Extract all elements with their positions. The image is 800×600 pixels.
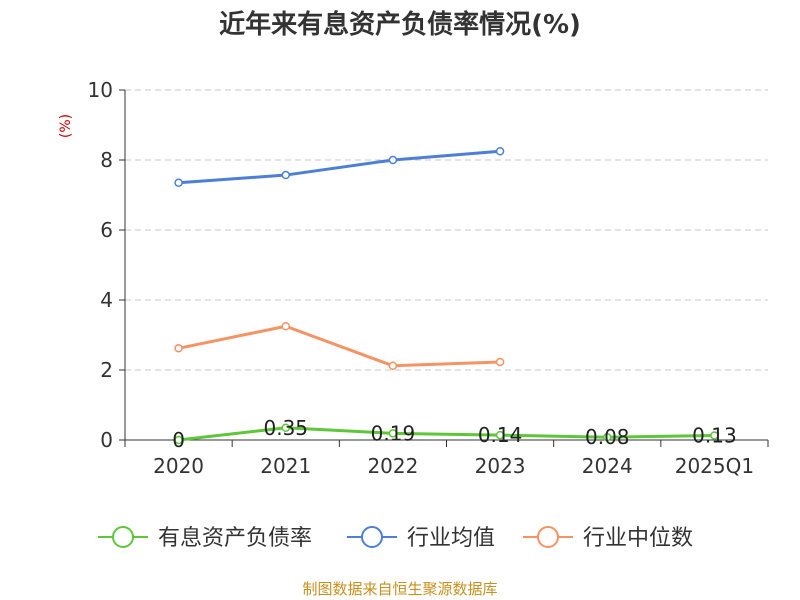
y-axis-unit: (%): [58, 114, 74, 138]
legend-label: 行业中位数: [583, 526, 693, 551]
legend-item: 行业中位数: [523, 526, 693, 551]
data-label: 0.13: [692, 423, 737, 447]
data-point: [174, 178, 183, 187]
legend-label: 有息资产负债率: [158, 526, 312, 551]
data-label: 0.35: [263, 416, 308, 440]
x-tick-label: 2024: [582, 454, 633, 478]
x-tick-label: 2022: [367, 454, 418, 478]
data-point: [281, 170, 290, 180]
legend-item: 有息资产负债率: [98, 526, 312, 551]
series-line: [178, 426, 715, 442]
series-layer: 0 0.35 0.19 0.14 0.08 0.13: [172, 147, 737, 452]
data-point: [281, 322, 290, 331]
data-point: [603, 432, 612, 442]
x-tick-label: 2021: [260, 454, 311, 478]
series-2: [174, 322, 505, 371]
x-tick-label: 2025Q1: [675, 454, 754, 478]
data-point: [495, 147, 505, 156]
data-point: [388, 429, 398, 438]
data-label: 0.19: [371, 421, 416, 445]
data-label: 0.08: [585, 425, 630, 449]
legend-marker: [537, 526, 559, 548]
x-tick-label: 2020: [153, 454, 204, 478]
data-point: [710, 431, 719, 440]
data-point: [281, 423, 290, 432]
data-label: 0: [172, 428, 185, 452]
series-0: 0 0.35 0.19 0.14 0.08 0.13: [172, 416, 736, 452]
data-point: [495, 430, 505, 440]
legend-marker: [112, 526, 134, 548]
data-label: 0.14: [478, 423, 523, 447]
source-note: 制图数据来自恒生聚源数据库: [302, 580, 497, 598]
legend-marker: [361, 526, 383, 548]
y-tick-label: 10: [88, 78, 113, 102]
data-point: [495, 357, 505, 367]
series-line: [178, 149, 501, 185]
x-tick-label: 2023: [475, 454, 526, 478]
grid-lines: [125, 89, 768, 371]
y-tick-label: 8: [100, 148, 113, 172]
data-point: [388, 361, 398, 371]
y-tick-label: 2: [100, 358, 113, 382]
legend: 有息资产负债率 行业均值 行业中位数: [98, 526, 693, 551]
data-point: [388, 155, 398, 165]
y-tick-label: 4: [100, 288, 113, 312]
legend-label: 行业均值: [407, 526, 495, 551]
chart-title: 近年来有息资产负债率情况(%): [219, 9, 581, 40]
data-point: [174, 344, 183, 353]
data-point: [174, 435, 183, 445]
axes: 0 2 4 6 8 10 2020 2021 2022 2023 2024 2025Q1: [88, 78, 769, 478]
legend-item: 行业均值: [347, 526, 495, 551]
series-line: [178, 324, 501, 368]
y-tick-label: 6: [100, 218, 113, 242]
y-tick-label: 0: [100, 428, 113, 452]
series-1: [174, 147, 505, 187]
